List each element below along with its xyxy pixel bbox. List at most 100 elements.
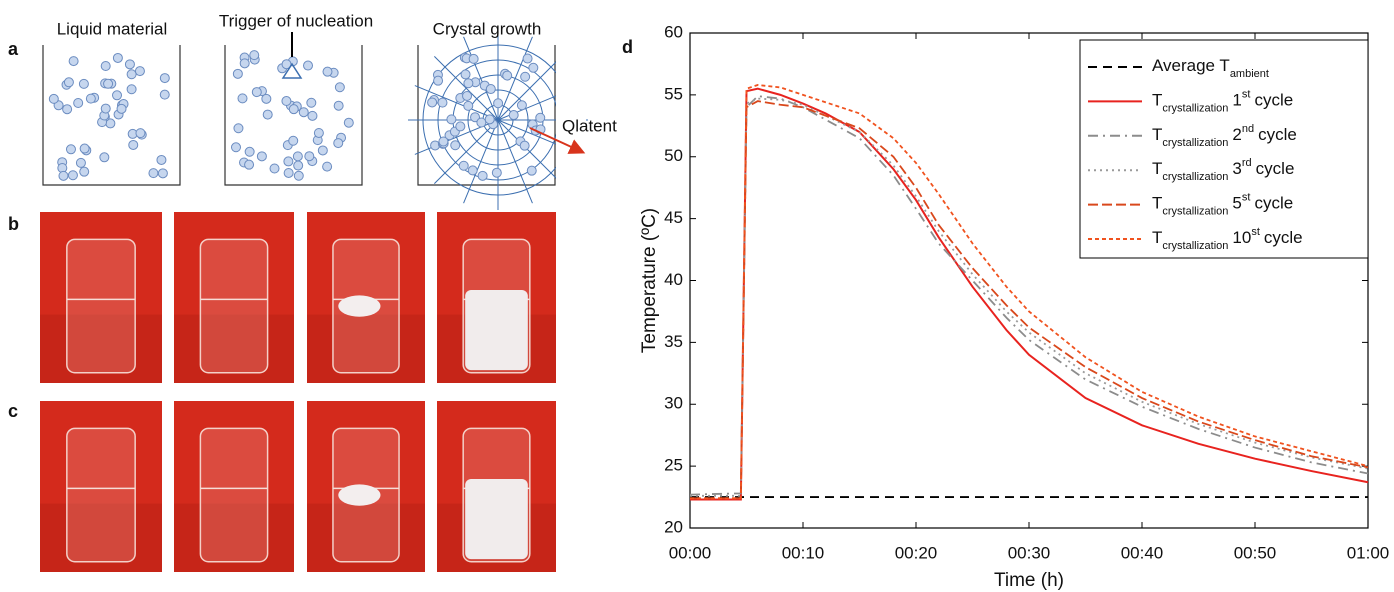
molecule: [317, 145, 328, 156]
molecule: [157, 168, 168, 179]
molecule: [251, 87, 262, 98]
molecule: [516, 100, 527, 111]
molecule: [159, 89, 170, 100]
legend-label: Tcrystallization 3rd cycle: [1152, 157, 1294, 183]
y-tick-label: 40: [664, 270, 683, 289]
legend-subscript: crystallization: [1162, 171, 1228, 183]
molecule: [333, 100, 344, 111]
molecule: [85, 93, 96, 104]
molecule: [476, 117, 487, 128]
crystal: [465, 290, 528, 371]
legend-superscript: nd: [1242, 123, 1254, 135]
molecule: [304, 151, 315, 162]
molecule: [333, 138, 344, 149]
molecule: [462, 90, 473, 101]
molecule: [292, 151, 303, 162]
molecule: [244, 146, 255, 157]
molecule: [467, 165, 478, 176]
molecule: [99, 152, 110, 163]
legend-subscript: crystallization: [1162, 102, 1228, 114]
molecule: [156, 154, 167, 165]
molecule: [249, 50, 260, 61]
jar: [199, 238, 269, 374]
crystal: [338, 484, 381, 506]
molecule: [78, 78, 89, 89]
molecule: [79, 166, 90, 177]
legend-superscript: st: [1251, 226, 1260, 238]
legend-label: Tcrystallization 2nd cycle: [1152, 123, 1297, 149]
legend-ordinal: 10: [1232, 228, 1251, 247]
molecule: [508, 110, 519, 121]
molecule: [477, 170, 488, 181]
molecule: [58, 170, 69, 181]
panel-label: d: [622, 37, 633, 57]
legend-superscript: st: [1242, 88, 1251, 100]
molecule: [103, 78, 114, 89]
legend-tail: cycle: [1256, 160, 1295, 179]
y-tick-label: 20: [664, 517, 683, 536]
x-tick-label: 00:40: [1121, 543, 1164, 562]
legend-tail: cycle: [1264, 228, 1303, 247]
molecule: [239, 58, 250, 69]
molecule: [446, 114, 457, 125]
photo-shade: [174, 314, 294, 383]
molecule: [73, 98, 84, 109]
crystal: [465, 479, 528, 560]
legend-ordinal: 3: [1232, 160, 1241, 179]
panel-label: c: [8, 401, 18, 421]
molecule: [463, 100, 474, 111]
y-axis-label: Temperature (ºC): [639, 208, 660, 353]
molecule: [269, 163, 280, 174]
data-line: [690, 97, 1369, 497]
molecule: [437, 97, 448, 108]
molecule: [343, 117, 354, 128]
molecule: [244, 159, 255, 170]
legend-box: [1079, 39, 1369, 259]
legend-subscript: crystallization: [1162, 137, 1228, 149]
legend-name: T: [1152, 91, 1162, 110]
molecule: [427, 97, 438, 108]
legend-subscript: crystallization: [1162, 240, 1228, 252]
crystal-ray: [497, 119, 562, 184]
x-tick-label: 00:10: [782, 543, 825, 562]
molecule: [520, 71, 531, 82]
beaker: [42, 45, 181, 186]
jar: [199, 427, 269, 563]
molecule: [68, 56, 79, 67]
arrow-label: Qlatent: [562, 116, 617, 135]
molecule: [463, 78, 474, 89]
crystal-ray: [497, 56, 562, 121]
molecule: [288, 104, 299, 115]
molecule: [128, 139, 139, 150]
photo-shade: [40, 503, 162, 572]
diagram-title: Crystal growth: [433, 19, 542, 38]
crystal-ray: [463, 36, 499, 121]
molecule: [124, 59, 135, 70]
molecule: [65, 144, 76, 155]
molecule: [288, 135, 299, 146]
legend-superscript: rd: [1242, 157, 1252, 169]
legend-subscript: ambient: [1230, 68, 1269, 80]
molecule: [261, 93, 272, 104]
y-tick-label: 35: [664, 332, 683, 351]
molecule: [281, 96, 292, 107]
photo-shade: [307, 503, 425, 572]
x-tick-label: 00:30: [1008, 543, 1051, 562]
diagram-title: Trigger of nucleation: [219, 11, 373, 30]
molecule: [100, 61, 111, 72]
legend-subscript: crystallization: [1162, 206, 1228, 218]
jar: [66, 238, 136, 374]
photo-shade: [40, 314, 162, 383]
molecule: [519, 140, 530, 151]
molecule: [293, 160, 304, 171]
legend-label: Tcrystallization 5st cycle: [1152, 192, 1293, 218]
legend-tail: cycle: [1254, 194, 1293, 213]
molecule: [526, 165, 537, 176]
molecule: [502, 70, 513, 81]
molecule: [460, 69, 471, 80]
beaker: [224, 45, 363, 186]
molecule: [79, 143, 90, 154]
x-tick-label: 01:00: [1347, 543, 1390, 562]
legend-name: T: [1152, 228, 1162, 247]
